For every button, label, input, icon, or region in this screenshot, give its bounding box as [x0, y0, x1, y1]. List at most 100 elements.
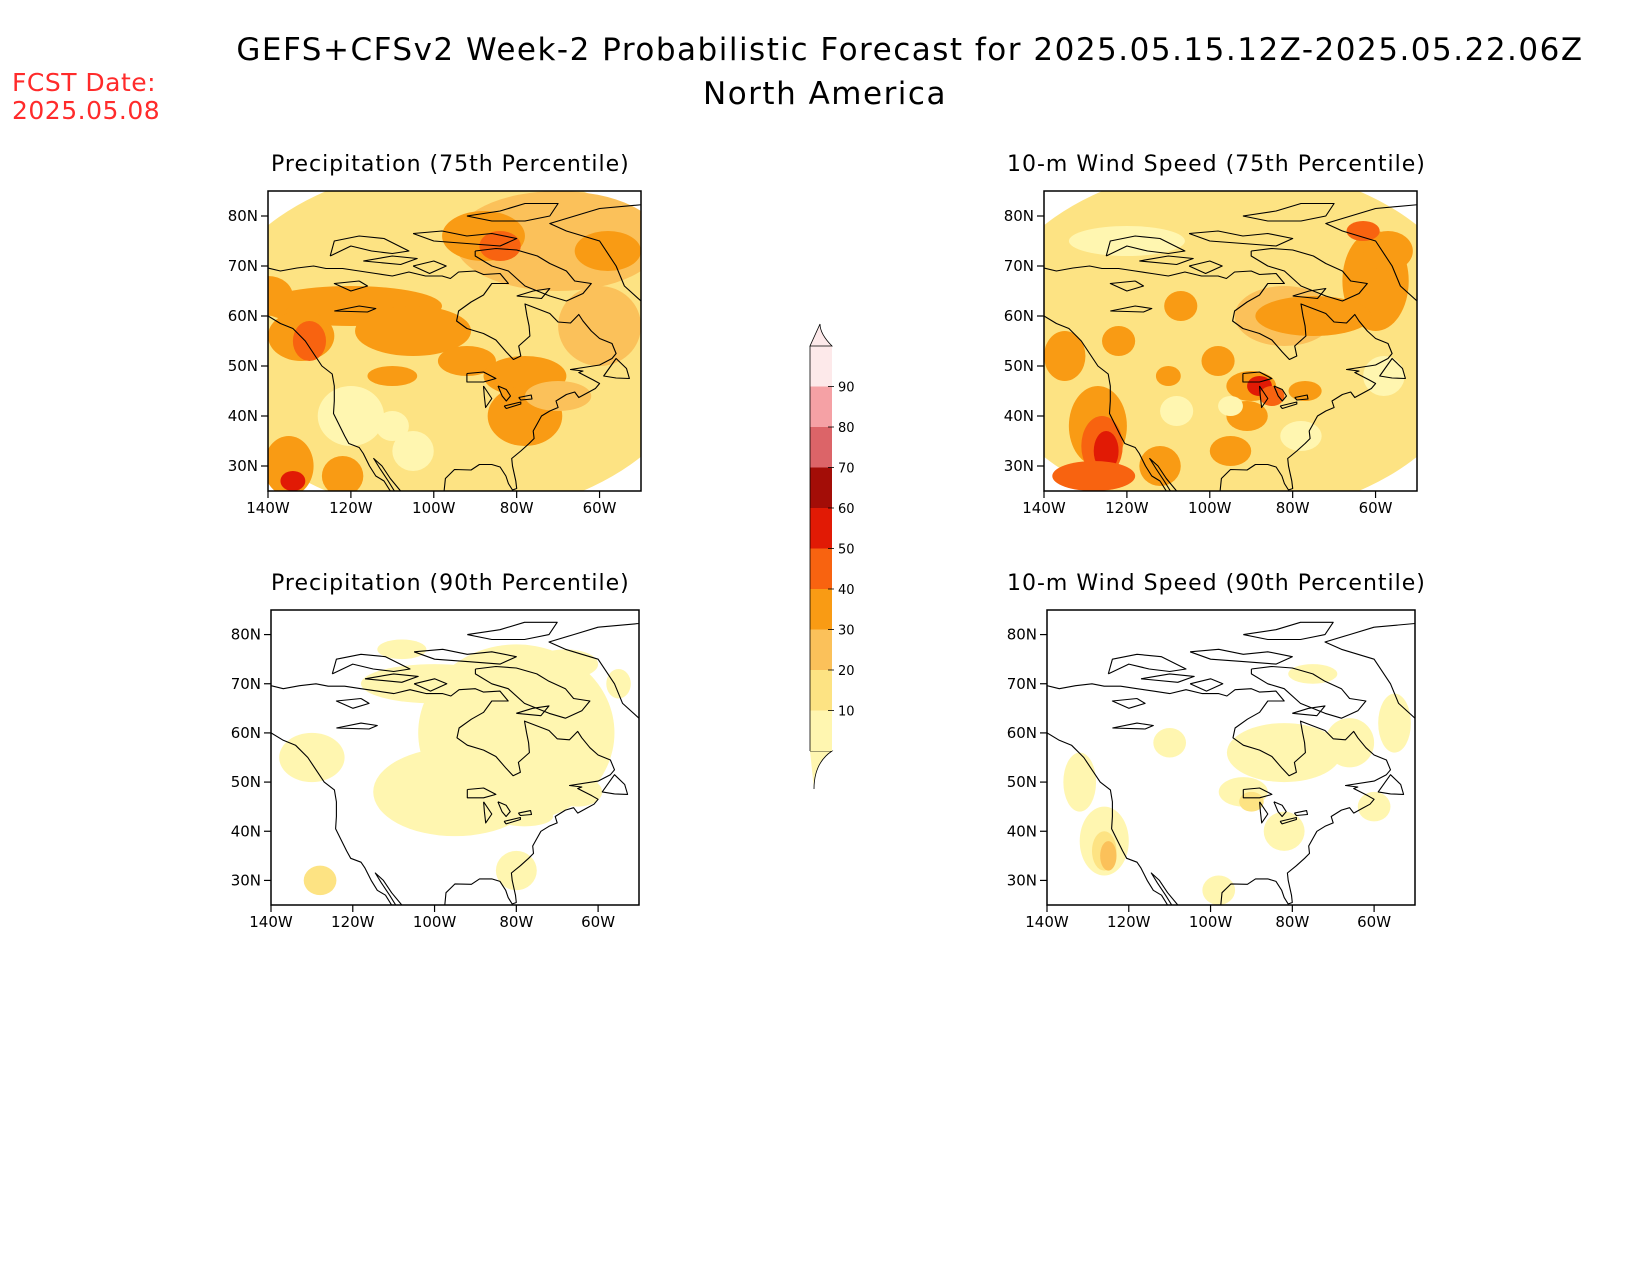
lat-tick-label: 60N [1004, 307, 1034, 325]
coastline-island [335, 697, 370, 709]
lat-tick-label: 30N [231, 871, 261, 889]
coastline-island [482, 385, 493, 409]
colorbar-segment [810, 427, 832, 468]
coastline-island [1279, 401, 1298, 410]
coastline-island [1140, 673, 1195, 683]
coastline-island [1139, 255, 1194, 266]
lat-tick-label: 80N [1004, 207, 1034, 225]
probability-contour [1044, 331, 1086, 381]
probability-contour [1325, 718, 1375, 768]
colorbar-label: 20 [838, 664, 855, 679]
probability-contour [1102, 326, 1136, 356]
probability-contour [373, 747, 537, 837]
coastline-east [1047, 683, 1392, 905]
probability-contour [392, 431, 434, 471]
lat-tick-label: 30N [1004, 457, 1034, 475]
coastline-island [516, 705, 550, 717]
probability-contour [279, 732, 345, 783]
lat-tick-label: 40N [1004, 407, 1034, 425]
coastline-island [497, 801, 511, 818]
lat-tick-label: 60N [228, 307, 258, 325]
lat-tick-label: 50N [1004, 357, 1034, 375]
map-frame [1046, 609, 1416, 906]
probability-contour [303, 865, 337, 896]
coastline-island [1111, 697, 1146, 709]
probability-contour [317, 386, 385, 446]
figure-title: GEFS+CFSv2 Week-2 Probabilistic Forecast… [236, 32, 1584, 68]
map-wind-90: 80N 70N 60N 50N 40N 30N 140W 120W 100W 80W 60W [1007, 609, 1416, 931]
probability-contour [1280, 421, 1322, 451]
probability-contour [268, 276, 293, 316]
lat-tick-label: 70N [228, 257, 258, 275]
colorbar-segment [810, 467, 832, 508]
probability-contour [574, 231, 641, 271]
coastline-island [1189, 648, 1293, 665]
coastline-island [413, 678, 448, 692]
coastline-island [1279, 816, 1297, 825]
coastline-island [1250, 665, 1367, 719]
probability-contour [1160, 396, 1194, 426]
coastline-island [329, 235, 410, 257]
probability-contour [1139, 446, 1181, 486]
panel-title-wind-75: 10-m Wind Speed (75th Percentile) [1007, 152, 1426, 177]
lat-tick-label: 80N [1007, 626, 1037, 644]
coastline-island [601, 774, 629, 795]
coastline-island [503, 816, 521, 825]
colorbar-label: 30 [838, 624, 855, 639]
probability-contour [1093, 431, 1119, 471]
forecast-date-label: FCST Date: [12, 68, 157, 97]
coastline-island [466, 371, 497, 383]
forecast-date-value: 2025.05.08 [12, 96, 161, 125]
probability-contour [553, 777, 603, 807]
coastline-island [1105, 235, 1186, 257]
coastline-island [363, 255, 418, 266]
lat-tick-label: 30N [228, 457, 258, 475]
coastline-island [364, 673, 419, 683]
map-frame [270, 609, 640, 906]
colorbar-segment [810, 548, 832, 589]
probability-contour [495, 806, 554, 827]
lat-tick-label: 50N [231, 773, 261, 791]
coastline-west [1044, 315, 1178, 491]
coastline-island [1292, 287, 1327, 300]
lat-tick-label: 40N [231, 822, 261, 840]
colorbar-label: 80 [838, 421, 855, 436]
panel-title-wind-90: 10-m Wind Speed (90th Percentile) [1007, 571, 1426, 596]
coastline-island [1379, 357, 1406, 380]
probability-contour [1201, 346, 1235, 376]
probability-contour [1164, 291, 1198, 321]
colorbar-label: 70 [838, 462, 855, 477]
coastline-west [271, 732, 403, 905]
coastline-island [503, 401, 522, 410]
coastline-island [1377, 774, 1405, 795]
colorbar: 10 20 30 40 50 60 70 80 90 [809, 323, 855, 790]
lat-tick-label: 60N [1007, 724, 1037, 742]
coastline-island [1259, 801, 1269, 824]
coastline-island [467, 621, 558, 641]
lon-tick-label: 120W [331, 913, 375, 931]
probability-contour [377, 639, 427, 660]
coastline-east [1044, 265, 1393, 491]
coastline-island [1188, 230, 1294, 247]
coastline-island [412, 230, 518, 247]
coastline-island [1242, 787, 1273, 799]
coastline-island [1273, 801, 1287, 818]
coastline-island [334, 305, 377, 313]
map-wind-75: 80N 70N 60N 50N 40N 30N 140W 120W 100W 80W 60W [1004, 190, 1418, 517]
coastline-island [1109, 280, 1145, 292]
lat-tick-label: 80N [231, 626, 261, 644]
lon-tick-label: 100W [1189, 913, 1233, 931]
coastline-island [1258, 385, 1269, 409]
probability-contour [1226, 723, 1342, 783]
probability-contour [292, 321, 327, 361]
coastline-island [1292, 705, 1326, 717]
coastline-island [333, 280, 369, 292]
colorbar-segment [810, 346, 832, 387]
probability-contour [558, 286, 641, 366]
lon-tick-label: 120W [1105, 499, 1149, 517]
coastline-island [474, 247, 592, 302]
coastline-island [1324, 622, 1415, 719]
coastline-island [516, 287, 551, 300]
coastline-island [336, 722, 378, 730]
colorbar-label: 40 [838, 583, 855, 598]
